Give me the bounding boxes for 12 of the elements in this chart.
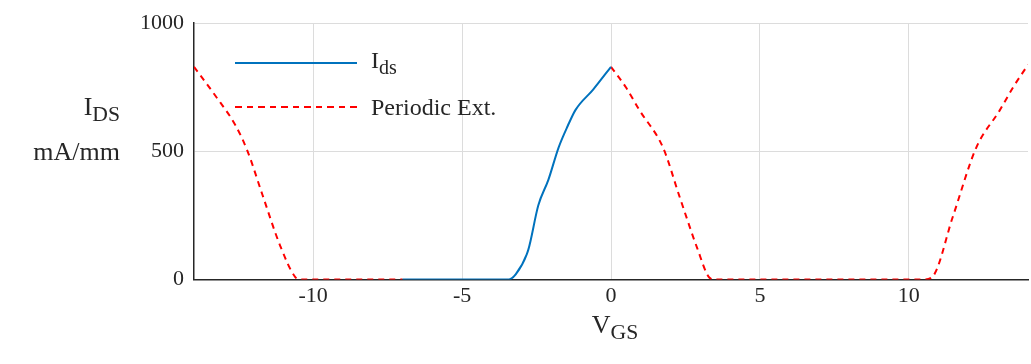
legend-label: I$_{ds}$	[371, 46, 397, 80]
x-tick-label: -5	[452, 281, 472, 307]
x-axis-title: V$_{GS}$	[590, 310, 640, 346]
y-tick-label: 500	[151, 137, 184, 163]
y-axis-title: I$_{DS}$ mA/mm	[32, 91, 120, 169]
y-tick-label: 1000	[140, 8, 184, 34]
x-tick-label: -10	[298, 281, 328, 307]
x-tick-label: 0	[605, 281, 617, 307]
legend-label: Periodic Ext.	[371, 92, 497, 122]
x-tick-label: 5	[754, 281, 766, 307]
y-tick-label: 0	[173, 265, 184, 291]
x-tick-label: 10	[897, 281, 920, 307]
